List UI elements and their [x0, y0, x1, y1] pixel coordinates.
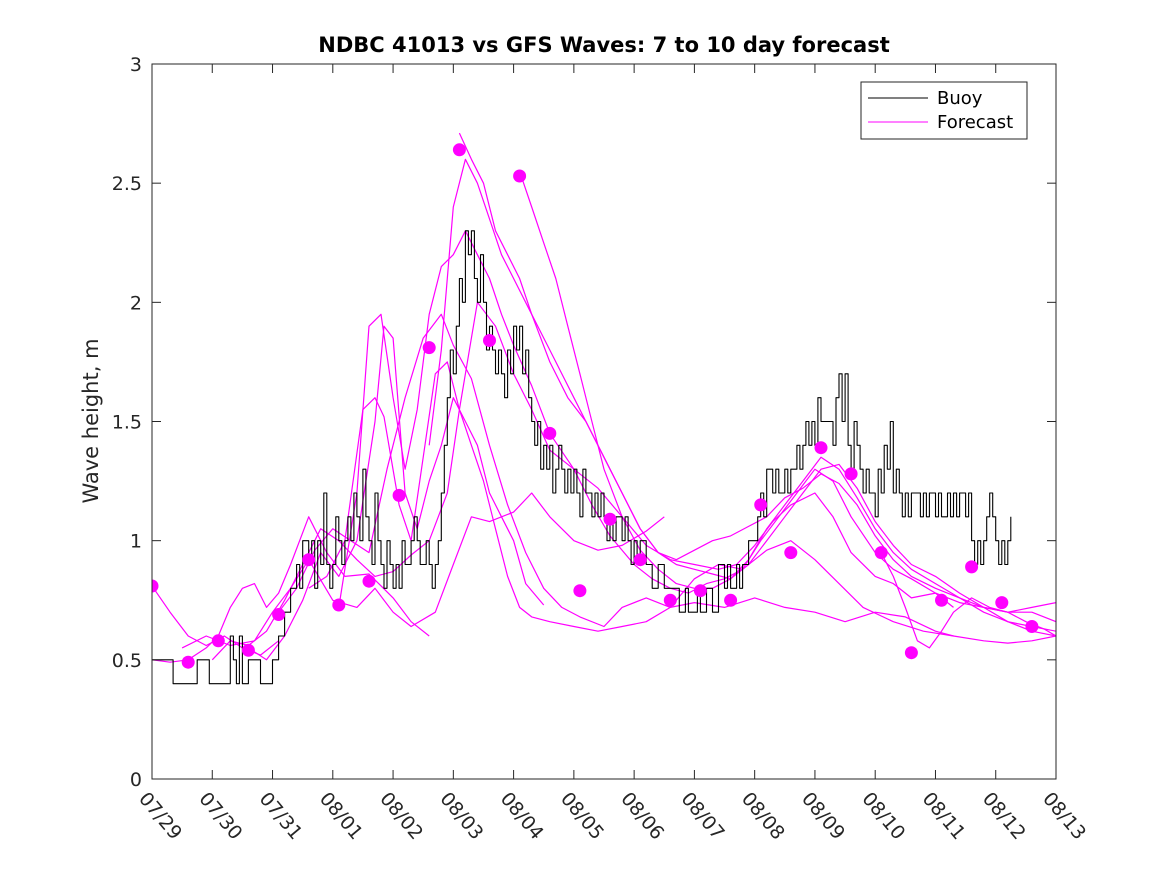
y-tick-label: 2 — [130, 292, 142, 314]
forecast-marker-19 — [724, 593, 738, 607]
forecast-marker-9 — [422, 341, 436, 355]
forecast-marker-11 — [483, 334, 496, 347]
forecast-marker-25 — [904, 646, 918, 660]
marker-layer — [152, 143, 1039, 669]
forecast-marker-1 — [181, 655, 195, 669]
forecast-series-line-12 — [880, 552, 1056, 649]
forecast-series-line-7 — [308, 361, 1056, 644]
forecast-marker-26 — [935, 593, 948, 607]
y-tick-label: 3 — [130, 54, 142, 76]
forecast-marker-0 — [152, 579, 159, 593]
forecast-series-line-6 — [278, 313, 954, 637]
forecast-marker-2 — [211, 634, 225, 648]
forecast-marker-27 — [965, 560, 979, 574]
forecast-marker-18 — [693, 584, 707, 598]
forecast-series-line-5 — [248, 325, 545, 661]
forecast-marker-24 — [874, 546, 888, 560]
forecast-series-line-10 — [458, 132, 1056, 637]
forecast-marker-10 — [452, 143, 466, 157]
forecast-marker-29 — [1025, 620, 1039, 633]
y-tick-label: 1 — [130, 531, 142, 553]
y-tick-label: 1.5 — [112, 412, 142, 434]
legend-buoy-label: Buoy — [937, 88, 983, 109]
buoy-series-line — [152, 230, 1012, 685]
forecast-marker-8 — [392, 488, 406, 502]
forecast-marker-22 — [814, 441, 828, 455]
forecast-marker-3 — [241, 643, 255, 657]
forecast-marker-21 — [784, 546, 798, 560]
forecast-marker-20 — [754, 498, 768, 512]
forecast-marker-17 — [663, 593, 677, 607]
forecast-marker-14 — [573, 584, 587, 598]
forecast-marker-23 — [844, 467, 858, 481]
forecast-marker-7 — [362, 574, 376, 588]
legend-box — [860, 81, 1028, 140]
forecast-series-line-9 — [428, 158, 1056, 623]
y-tick-label: 2.5 — [112, 173, 142, 195]
forecast-marker-13 — [543, 426, 557, 440]
forecast-series-line-8 — [338, 230, 1056, 613]
forecast-marker-15 — [603, 512, 617, 526]
forecast-marker-12 — [513, 169, 527, 183]
legend-forecast-label: Forecast — [937, 112, 1013, 133]
y-tick-label: 0.5 — [112, 650, 142, 672]
y-tick-label: 0 — [130, 769, 142, 791]
forecast-marker-6 — [332, 598, 346, 612]
y-axis-label: Wave height, m — [79, 338, 103, 503]
legend: Buoy Forecast — [860, 81, 1028, 140]
chart-title: NDBC 41013 vs GFS Waves: 7 to 10 day for… — [318, 33, 889, 57]
forecast-marker-16 — [633, 553, 647, 567]
forecast-marker-5 — [302, 553, 316, 567]
forecast-marker-4 — [272, 608, 286, 621]
forecast-marker-28 — [995, 596, 1009, 610]
series-layer — [152, 132, 1056, 685]
forecast-series-line-3 — [181, 492, 665, 649]
